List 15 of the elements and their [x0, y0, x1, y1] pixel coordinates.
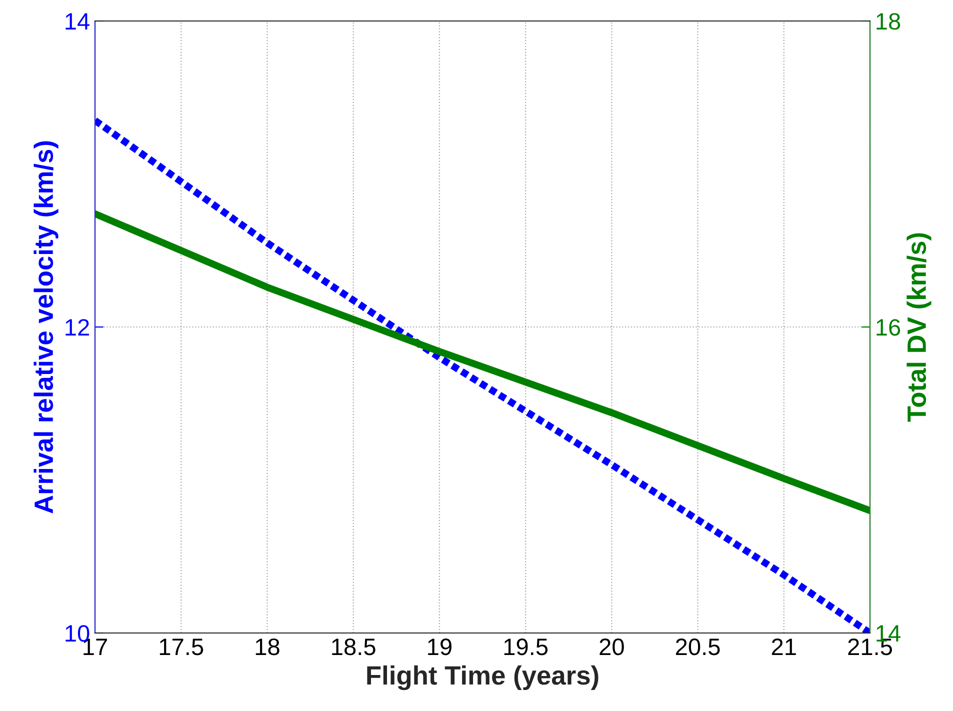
y2-tick-label: 18: [876, 13, 900, 30]
y-tick-label: 14: [66, 13, 90, 30]
x-tick-label: 19: [428, 638, 452, 656]
x-tick-label: 20.5: [676, 638, 720, 656]
x-tick-label: 18: [256, 638, 280, 656]
y-tick-label: 12: [66, 319, 89, 336]
y2-axis-title: Total DV (km/s): [906, 233, 932, 422]
x-tick-label: 19.5: [504, 638, 548, 656]
y2-tick-label: 16: [876, 319, 900, 336]
y-axis-title: Arrival relative velocity (km/s): [34, 141, 58, 514]
x-tick-label: 21: [772, 638, 796, 655]
x-axis-title: Flight Time (years): [367, 665, 598, 690]
x-tick-label: 17.5: [160, 638, 204, 656]
x-tick-label: 20: [600, 638, 624, 656]
x-tick-label: 18.5: [332, 638, 376, 656]
